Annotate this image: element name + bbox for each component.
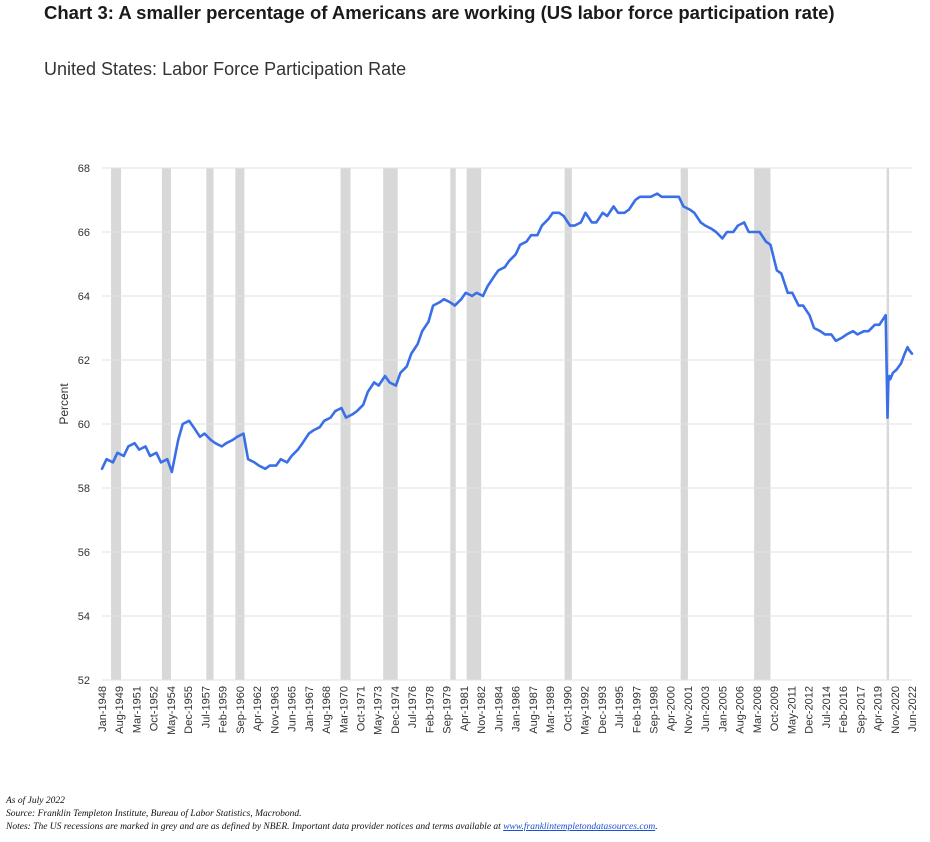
grid-lines [102,167,912,681]
x-tick-label: Nov-2001 [683,686,695,734]
x-tick-label: Jul-2014 [821,686,833,728]
chart-title: United States: Labor Force Participation… [44,59,407,79]
x-tick-label: Feb-1978 [424,686,436,733]
x-tick-label: Jun-1965 [287,686,299,732]
x-tick-label: May-1954 [166,686,178,735]
x-tick-label: Jun-1984 [493,686,505,732]
x-tick-label: Nov-1982 [476,686,488,734]
x-tick-label: Apr-2000 [666,686,678,731]
y-tick-label: 64 [78,291,90,303]
x-tick-label: Oct-1990 [562,686,574,731]
y-axis-ticks: 52 54 56 58 60 62 64 66 68 [78,163,90,687]
x-tick-label: Mar-2008 [752,686,764,733]
data-sources-link[interactable]: www.franklintempletondatasources.com [503,822,656,832]
x-tick-label: Aug-1949 [114,686,126,734]
x-tick-label: Apr-1981 [459,686,471,731]
x-tick-label: Jun-2022 [907,686,919,732]
y-tick-label: 58 [78,483,90,495]
x-tick-label: Jan-1967 [304,686,316,732]
series-lines [100,192,914,474]
as-of-note: As of July 2022 [6,796,65,806]
x-tick-label: Nov-2020 [890,686,902,734]
x-tick-label: Dec-1955 [183,686,195,734]
x-tick-label: Sep-1960 [235,686,247,734]
x-tick-label: Dec-2012 [804,686,816,734]
x-tick-label: Mar-1951 [131,686,143,733]
y-tick-label: 54 [78,611,90,623]
x-tick-label: Jul-1995 [614,686,626,728]
y-tick-label: 66 [78,227,90,239]
y-axis-label: Percent [57,383,71,425]
x-tick-label: Dec-1974 [390,686,402,734]
x-tick-label: Apr-1962 [252,686,264,731]
x-tick-label: Oct-2009 [769,686,781,731]
x-tick-label: Jul-1957 [200,686,212,728]
x-tick-label: Jan-2005 [717,686,729,732]
x-tick-label: Aug-2006 [735,686,747,734]
x-tick-label: Jan-1986 [511,686,523,732]
x-tick-label: Jun-2003 [700,686,712,732]
notes-body: Notes: The US recessions are marked in g… [6,822,501,832]
y-tick-label: 68 [78,163,90,175]
x-tick-label: Dec-1993 [597,686,609,734]
x-tick-label: Apr-2019 [873,686,885,731]
x-tick-label: Jan-1948 [97,686,109,732]
x-tick-label: Oct-1971 [356,686,368,731]
x-tick-label: Aug-1987 [528,686,540,734]
x-axis-ticks: Jan-1948 Aug-1949 Mar-1951 Oct-1952 May-1954… [97,686,919,735]
x-tick-label: May-2011 [786,686,798,734]
x-tick-label: Feb-1959 [218,686,230,733]
x-tick-label: Aug-1968 [321,686,333,734]
notes-end: . [655,822,658,832]
x-tick-label: Jul-1976 [407,686,419,728]
x-tick-label: Nov-1963 [269,686,281,734]
x-tick-label: Sep-1998 [648,686,660,734]
y-tick-label: 52 [78,675,90,687]
y-tick-label: 56 [78,547,90,559]
y-tick-label: 62 [78,355,90,367]
series-line [100,192,914,474]
x-tick-label: Mar-1989 [545,686,557,733]
x-tick-label: Sep-1979 [442,686,454,734]
x-tick-label: Mar-1970 [338,686,350,733]
x-tick-label: Feb-2016 [838,686,850,733]
notes-text: Notes: The US recessions are marked in g… [6,822,658,832]
x-tick-label: May-1973 [373,686,385,735]
source-note: Source: Franklin Templeton Institute, Bu… [6,809,302,819]
x-tick-label: Sep-2017 [855,686,867,734]
x-tick-label: Feb-1997 [631,686,643,733]
x-tick-label: Oct-1952 [149,686,161,731]
x-tick-label: May-1992 [580,686,592,735]
y-tick-label: 60 [78,419,90,431]
chart-headline: Chart 3: A smaller percentage of America… [44,2,835,23]
